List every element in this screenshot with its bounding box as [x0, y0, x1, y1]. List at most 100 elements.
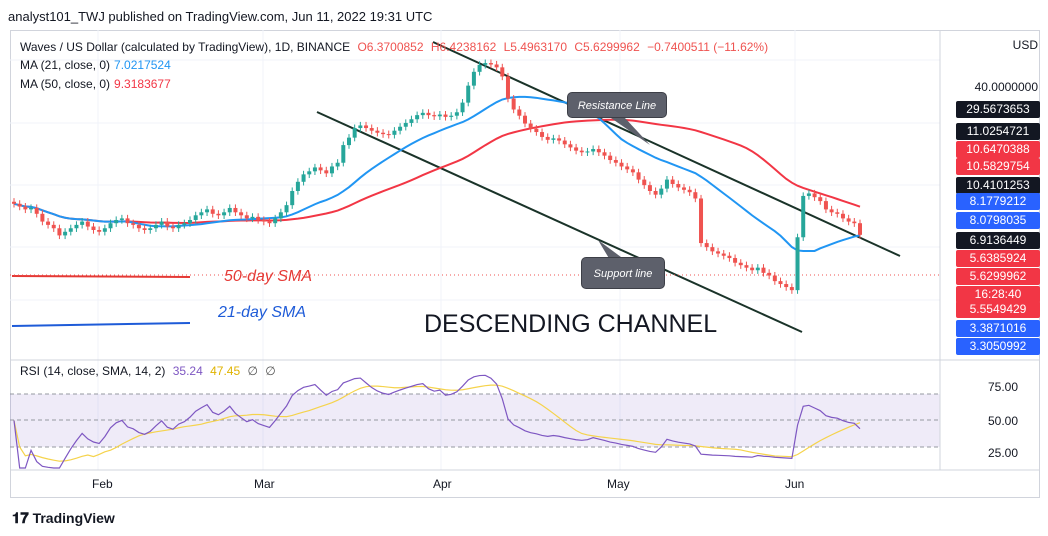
- candle: [681, 187, 686, 190]
- axis-currency: USD: [1012, 38, 1038, 52]
- candle: [176, 224, 181, 229]
- candle: [57, 228, 62, 236]
- candle: [165, 221, 170, 227]
- support-line: [316, 111, 803, 333]
- candle: [273, 218, 278, 224]
- candle: [51, 224, 56, 229]
- candle: [108, 223, 113, 229]
- candle: [392, 130, 397, 135]
- candle: [449, 115, 454, 117]
- month-mar: Mar: [254, 477, 275, 491]
- resistance-line: [432, 41, 901, 257]
- candle: [199, 212, 204, 216]
- candle: [591, 149, 596, 152]
- candle: [74, 224, 79, 229]
- channel-title: DESCENDING CHANNEL: [424, 310, 718, 338]
- candle: [420, 112, 425, 116]
- candle: [307, 171, 312, 175]
- candle: [381, 132, 386, 135]
- sma50-label: 50-day SMA: [224, 268, 313, 285]
- ma50-legend[interactable]: MA (50, close, 0) 9.3183677: [20, 77, 171, 91]
- candle: [505, 76, 510, 99]
- candle: [835, 212, 840, 214]
- resistance-callout[interactable]: Resistance Line: [567, 92, 667, 118]
- candle: [840, 213, 845, 219]
- candle: [659, 188, 664, 195]
- symbol-legend[interactable]: Waves / US Dollar (calculated by Trading…: [20, 40, 769, 54]
- candle: [29, 207, 34, 210]
- candle: [716, 251, 721, 254]
- candle: [460, 102, 465, 113]
- candle: [409, 119, 414, 123]
- price-label-11: 5.5549429: [956, 301, 1040, 318]
- price-label-7: 6.9136449: [956, 232, 1040, 249]
- candle: [710, 247, 715, 252]
- candle: [517, 109, 522, 116]
- publisher-header: analyst101_TWJ published on TradingView.…: [8, 9, 433, 24]
- candle: [119, 218, 124, 220]
- candle: [483, 63, 488, 65]
- rsi-sma-line: [13, 384, 861, 462]
- price-label-2: 10.6470388: [956, 141, 1040, 158]
- candle: [222, 212, 227, 216]
- candle: [585, 151, 590, 153]
- sma21-label: 21-day SMA: [218, 304, 307, 321]
- ma21-legend[interactable]: MA (21, close, 0) 7.0217524: [20, 58, 171, 72]
- candle: [23, 206, 28, 210]
- candle: [136, 224, 141, 229]
- candle: [596, 149, 601, 153]
- candle: [630, 169, 635, 173]
- rsi-legend[interactable]: RSI (14, close, SMA, 14, 2) 35.24 47.45 …: [20, 364, 276, 378]
- candle: [267, 221, 272, 224]
- candle: [182, 223, 187, 225]
- candle: [852, 221, 857, 224]
- candle: [653, 190, 658, 195]
- candle: [210, 209, 215, 214]
- candle: [545, 136, 550, 140]
- candle: [415, 115, 420, 120]
- candle: [540, 132, 545, 137]
- candle: [443, 114, 448, 117]
- price-label-9: 5.6299962: [956, 268, 1040, 285]
- rsi-tick-50: 50.00: [987, 414, 1018, 428]
- candle: [454, 112, 459, 116]
- candle: [846, 218, 851, 222]
- candle: [403, 122, 408, 127]
- candle: [85, 221, 90, 227]
- tradingview-logo[interactable]: 𝟏𝟕 TradingView: [12, 510, 115, 527]
- candle: [534, 128, 539, 133]
- candle: [488, 63, 493, 65]
- candle: [346, 137, 351, 146]
- candle: [818, 197, 823, 202]
- candle: [568, 144, 573, 148]
- candle: [562, 140, 567, 145]
- price-label-0: 29.5673653: [956, 101, 1040, 118]
- candle: [125, 218, 130, 224]
- candle: [693, 192, 698, 199]
- candle: [608, 155, 613, 161]
- candle: [471, 71, 476, 86]
- candle: [12, 201, 16, 204]
- candle: [477, 64, 482, 72]
- price-label-5: 8.1779212: [956, 193, 1040, 210]
- candle: [216, 213, 221, 216]
- candle: [523, 115, 528, 124]
- candle: [97, 229, 102, 232]
- price-label-12: 3.3871016: [956, 320, 1040, 337]
- candle: [188, 219, 193, 224]
- candle: [68, 228, 73, 232]
- candle: [494, 64, 499, 68]
- candle: [159, 221, 164, 225]
- candle: [301, 174, 306, 182]
- candle: [812, 193, 817, 198]
- candle: [102, 228, 107, 232]
- candle: [153, 224, 158, 229]
- candle: [721, 253, 726, 256]
- support-callout[interactable]: Support line: [581, 257, 665, 289]
- candle: [727, 255, 732, 259]
- candle: [738, 262, 743, 266]
- candle: [63, 231, 68, 236]
- candle: [551, 138, 556, 140]
- candle: [91, 226, 96, 230]
